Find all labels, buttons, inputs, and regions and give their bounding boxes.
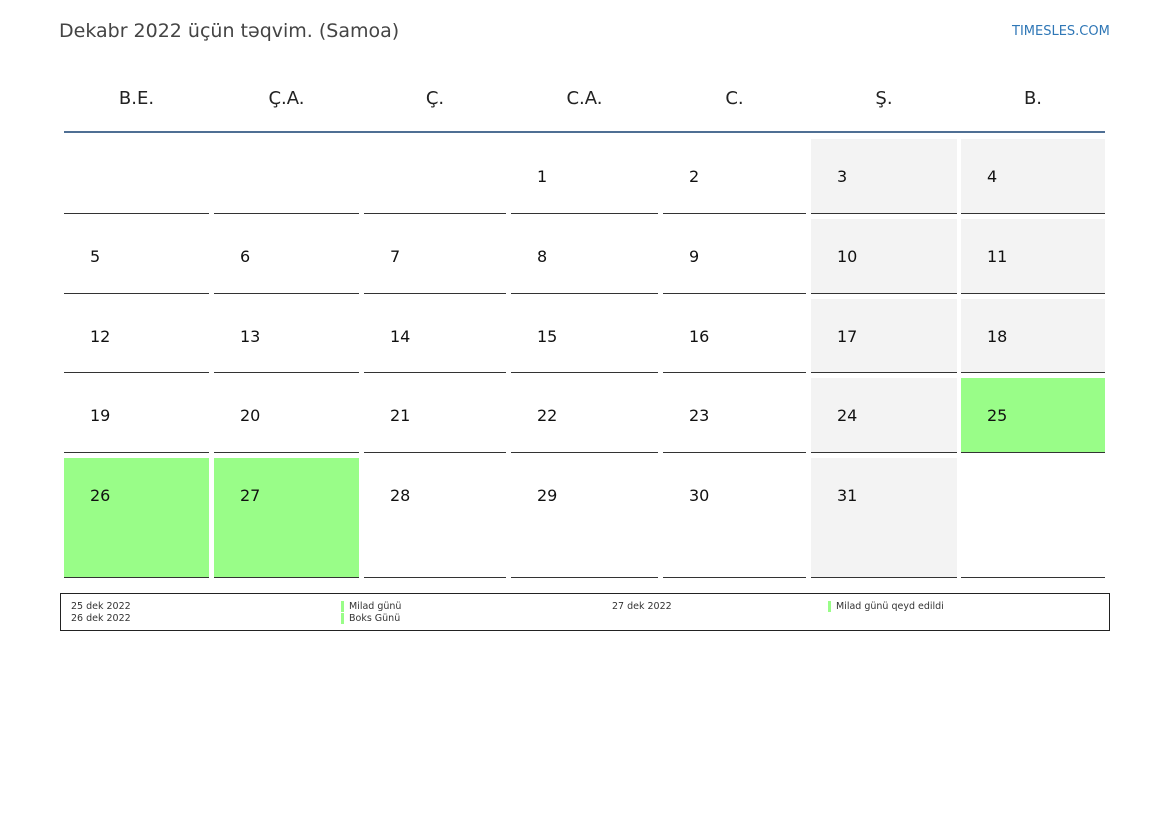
day-cell: 9 xyxy=(663,219,806,294)
weekday-header: B. xyxy=(1023,88,1043,109)
day-cell: 2 xyxy=(663,139,806,214)
day-cell: 28 xyxy=(364,458,506,578)
day-number: 28 xyxy=(390,486,411,505)
day-number: 21 xyxy=(390,406,411,425)
weekday-header: Ç.A. xyxy=(268,88,305,109)
day-cell: 20 xyxy=(214,378,359,453)
day-cell: 25 xyxy=(961,378,1105,453)
holiday-name: Boks Günü xyxy=(349,613,401,624)
day-number: 15 xyxy=(537,327,558,346)
day-number: 17 xyxy=(837,327,858,346)
day-cell: 21 xyxy=(364,378,506,453)
holiday-name: Milad günü qeyd edildi xyxy=(836,601,944,612)
day-cell: 6 xyxy=(214,219,359,294)
day-cell: 19 xyxy=(64,378,209,453)
day-cell: 24 xyxy=(811,378,957,453)
day-number: 7 xyxy=(390,247,401,266)
day-cell: 16 xyxy=(663,299,806,373)
day-cell: 3 xyxy=(811,139,957,214)
legend: 25 dek 2022 Milad günü 26 dek 2022 Boks Gün… xyxy=(60,593,1110,631)
day-number: 1 xyxy=(537,167,548,186)
day-cell: 27 xyxy=(214,458,359,578)
holiday-name: Milad günü xyxy=(349,601,402,612)
day-cell: 15 xyxy=(511,299,658,373)
day-number: 16 xyxy=(689,327,710,346)
day-cell xyxy=(64,139,209,214)
day-cell: 26 xyxy=(64,458,209,578)
day-cell: 22 xyxy=(511,378,658,453)
holiday-date: 27 dek 2022 xyxy=(612,601,672,612)
weekday-header: C. xyxy=(725,88,744,109)
holiday-date: 26 dek 2022 xyxy=(71,613,131,624)
day-cell: 17 xyxy=(811,299,957,373)
holiday-marker xyxy=(341,601,344,612)
day-cell: 12 xyxy=(64,299,209,373)
title: Dekabr 2022 üçün təqvim. (Samoa) xyxy=(59,20,400,42)
day-cell: 23 xyxy=(663,378,806,453)
day-cell: 14 xyxy=(364,299,506,373)
day-number: 13 xyxy=(240,327,261,346)
day-number: 23 xyxy=(689,406,710,425)
weekday-header: Ç. xyxy=(425,88,445,109)
holiday-date: 25 dek 2022 xyxy=(71,601,131,612)
day-cell xyxy=(961,458,1105,578)
holiday-marker xyxy=(341,613,344,624)
weekday-header: Ş. xyxy=(875,88,893,109)
day-cell: 4 xyxy=(961,139,1105,214)
day-number: 27 xyxy=(240,486,261,505)
day-cell xyxy=(364,139,506,214)
day-number: 8 xyxy=(537,247,548,266)
day-cell: 31 xyxy=(811,458,957,578)
day-number: 3 xyxy=(837,167,848,186)
day-number: 4 xyxy=(987,167,998,186)
day-cell: 18 xyxy=(961,299,1105,373)
day-cell: 10 xyxy=(811,219,957,294)
day-cell: 30 xyxy=(663,458,806,578)
day-cell: 7 xyxy=(364,219,506,294)
day-cell: 5 xyxy=(64,219,209,294)
weekday-header: B.E. xyxy=(118,88,155,109)
day-number: 31 xyxy=(837,486,858,505)
day-cell: 11 xyxy=(961,219,1105,294)
day-number: 5 xyxy=(90,247,101,266)
day-number: 14 xyxy=(390,327,411,346)
day-cell: 8 xyxy=(511,219,658,294)
day-number: 6 xyxy=(240,247,251,266)
day-number: 10 xyxy=(837,247,858,266)
day-number: 24 xyxy=(837,406,858,425)
day-number: 20 xyxy=(240,406,261,425)
day-number: 22 xyxy=(537,406,558,425)
site-link[interactable]: TIMESLES.COM xyxy=(1012,24,1110,39)
day-number: 29 xyxy=(537,486,558,505)
day-number: 30 xyxy=(689,486,710,505)
day-number: 26 xyxy=(90,486,111,505)
day-cell: 1 xyxy=(511,139,658,214)
day-number: 2 xyxy=(689,167,700,186)
day-number: 11 xyxy=(987,247,1008,266)
holiday-marker xyxy=(828,601,831,612)
day-number: 18 xyxy=(987,327,1008,346)
day-number: 12 xyxy=(90,327,111,346)
day-cell: 29 xyxy=(511,458,658,578)
header-rule xyxy=(64,131,1105,133)
day-number: 9 xyxy=(689,247,700,266)
weekday-header: C.A. xyxy=(566,88,603,109)
day-cell xyxy=(214,139,359,214)
day-cell: 13 xyxy=(214,299,359,373)
day-number: 19 xyxy=(90,406,111,425)
day-number: 25 xyxy=(987,406,1008,425)
